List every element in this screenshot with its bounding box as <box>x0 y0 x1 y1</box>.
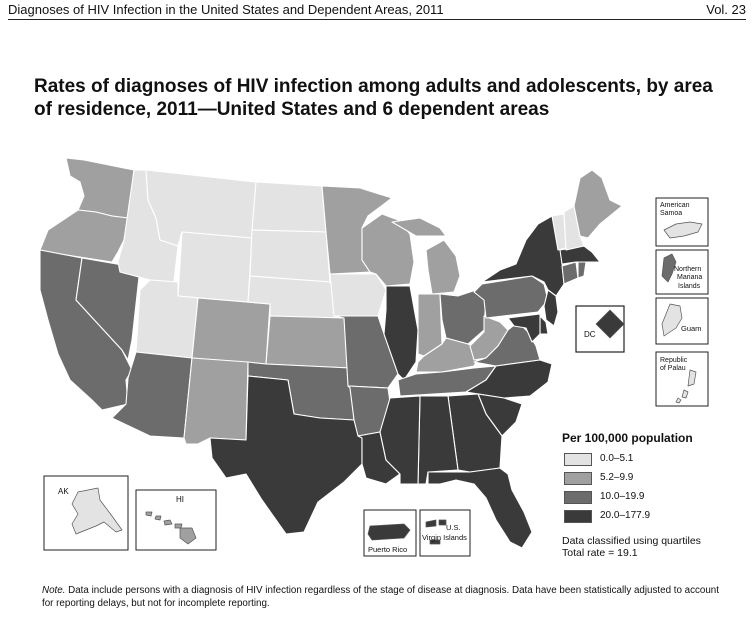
dc-label: DC <box>584 330 596 339</box>
legend-row-1: 0.0–5.1 <box>562 452 742 468</box>
american-samoa-label-2: Samoa <box>660 210 682 217</box>
state-ks <box>265 315 351 369</box>
state-ak <box>71 487 123 535</box>
territory-as <box>663 221 703 239</box>
report-title: Diagnoses of HIV Infection in the United… <box>8 2 444 17</box>
footnote: Note. Data include persons with a diagno… <box>42 585 722 610</box>
legend-swatch-3 <box>564 491 592 504</box>
legend-row-3: 10.0–19.9 <box>562 490 742 506</box>
legend-label-4: 20.0–177.9 <box>600 510 651 521</box>
state-or <box>39 209 129 263</box>
state-ct <box>561 261 579 285</box>
state-mi-upper <box>391 217 447 237</box>
state-dc <box>595 309 625 339</box>
state-ia <box>329 273 387 317</box>
legend-notes: Data classified using quartiles Total ra… <box>562 535 742 559</box>
legend-swatch-1 <box>564 453 592 466</box>
state-wy <box>177 231 253 303</box>
state-wi <box>361 213 415 287</box>
puerto-rico-label: Puerto Rico <box>368 545 407 554</box>
legend-label-1: 0.0–5.1 <box>600 453 634 464</box>
palau-label-1: Republic <box>660 357 688 364</box>
state-nj <box>543 289 559 327</box>
state-me <box>573 169 623 239</box>
hawaii-label: HI <box>176 495 184 504</box>
territory-vi <box>425 519 447 545</box>
territory-pw <box>675 369 697 404</box>
northern-mariana-label-3: Islands <box>678 283 701 290</box>
territory-gu <box>661 303 683 337</box>
virgin-islands-inset-frame <box>419 509 471 557</box>
legend: Per 100,000 population 0.0–5.1 5.2–9.9 1… <box>562 431 742 559</box>
palau-label-2: of Palau <box>660 365 686 372</box>
legend-label-2: 5.2–9.9 <box>600 472 634 483</box>
state-ma <box>559 245 601 265</box>
state-co <box>191 297 271 365</box>
state-md <box>507 313 541 343</box>
state-pa <box>473 275 549 319</box>
northern-mariana-label-2: Mariana <box>677 274 702 281</box>
state-hi <box>145 511 197 545</box>
guam-label: Guam <box>681 324 701 333</box>
legend-label-3: 10.0–19.9 <box>600 491 645 502</box>
contiguous-states <box>39 157 623 549</box>
state-nm <box>183 357 249 445</box>
legend-row-4: 20.0–177.9 <box>562 509 742 525</box>
alaska-label: AK <box>58 487 69 496</box>
state-oh <box>439 289 487 345</box>
state-nd <box>251 181 327 233</box>
state-tx <box>209 375 363 535</box>
footnote-text: Data include persons with a diagnosis of… <box>42 585 719 609</box>
state-nc <box>465 359 553 399</box>
figure-title: Rates of diagnoses of HIV infection amon… <box>34 76 713 120</box>
american-samoa-label-1: American <box>660 202 690 209</box>
footnote-label: Note. <box>42 585 66 596</box>
state-mo <box>333 315 399 389</box>
territory-pr <box>367 523 411 541</box>
legend-swatch-4 <box>564 510 592 523</box>
state-sd <box>249 229 331 283</box>
state-ga <box>447 393 503 473</box>
territory-mp <box>661 253 677 283</box>
northern-mariana-label-1: Northern <box>674 266 701 273</box>
state-ms <box>379 395 421 485</box>
legend-swatch-2 <box>564 472 592 485</box>
state-mi <box>425 239 461 295</box>
state-nh <box>563 205 585 251</box>
running-header: Diagnoses of HIV Infection in the United… <box>8 0 746 20</box>
legend-row-2: 5.2–9.9 <box>562 471 742 487</box>
state-ri <box>577 261 587 279</box>
state-fl <box>427 467 533 549</box>
american-samoa-inset-frame <box>655 197 709 247</box>
classification-note: Data classified using quartiles <box>562 535 701 547</box>
volume-number: Vol. 23 <box>706 2 746 17</box>
legend-title: Per 100,000 population <box>562 431 693 445</box>
dc-inset-frame <box>575 305 625 353</box>
state-wa <box>65 157 135 219</box>
hawaii-inset-frame <box>135 489 217 551</box>
virgin-islands-label-2: Virgin Islands <box>422 533 467 542</box>
virgin-islands-label-1: U.S. <box>446 523 461 532</box>
total-rate: Total rate = 19.1 <box>562 547 638 559</box>
